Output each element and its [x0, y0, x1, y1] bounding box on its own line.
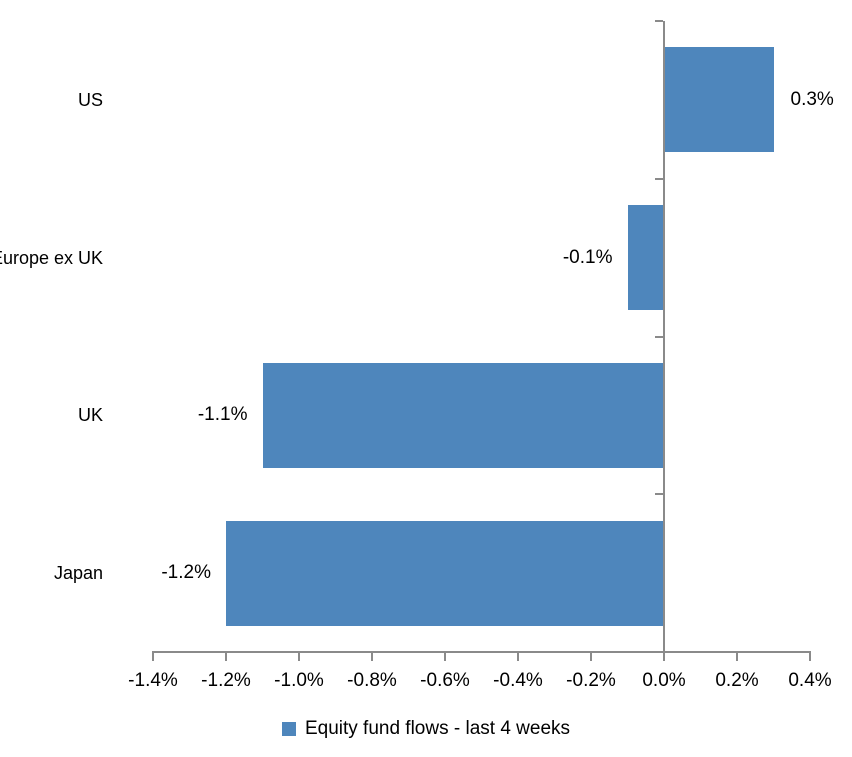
y-tick: [655, 20, 663, 22]
x-tick-label: -0.4%: [493, 670, 543, 691]
x-tick-label: 0.4%: [788, 670, 832, 691]
x-tick-label: -1.0%: [274, 670, 324, 691]
bar-japan: [226, 520, 664, 626]
x-axis-line: [152, 651, 811, 653]
x-tick: [152, 652, 154, 661]
value-label-japan: -1.2%: [161, 562, 211, 584]
x-tick: [371, 652, 373, 661]
x-tick: [736, 652, 738, 661]
bar-europe-ex-uk: [627, 205, 664, 311]
bar-us: [664, 47, 774, 153]
bar-uk: [262, 362, 664, 468]
value-label-us: 0.3%: [790, 88, 834, 110]
y-tick: [655, 335, 663, 338]
x-tick: [298, 652, 300, 661]
category-label-japan: Japan: [53, 563, 103, 584]
legend-swatch-icon: [281, 722, 296, 736]
x-tick-label: -1.4%: [128, 670, 178, 691]
x-tick: [444, 652, 446, 661]
category-label-europe-ex-uk: Europe ex UK: [0, 247, 103, 268]
y-tick: [655, 493, 663, 496]
x-tick: [663, 652, 665, 661]
category-label-us: US: [77, 89, 103, 110]
value-label-europe-ex-uk: -0.1%: [562, 246, 613, 268]
x-tick-label: -0.8%: [347, 670, 397, 691]
category-label-uk: UK: [77, 405, 103, 426]
legend-label: Equity fund flows - last 4 weeks: [304, 718, 571, 739]
x-tick: [517, 652, 519, 661]
x-tick: [225, 652, 227, 661]
legend: Equity fund flows - last 4 weeks: [0, 715, 852, 743]
x-tick-label: 0.0%: [642, 670, 686, 691]
y-tick: [655, 177, 663, 180]
value-label-uk: -1.1%: [197, 404, 248, 426]
x-tick-label: -1.2%: [201, 670, 251, 691]
x-tick: [809, 652, 811, 661]
x-tick-label: -0.2%: [566, 670, 616, 691]
y-axis-line: [663, 21, 665, 652]
x-tick: [590, 652, 592, 661]
x-tick-label: 0.2%: [715, 670, 759, 691]
x-tick-label: -0.6%: [420, 670, 470, 691]
